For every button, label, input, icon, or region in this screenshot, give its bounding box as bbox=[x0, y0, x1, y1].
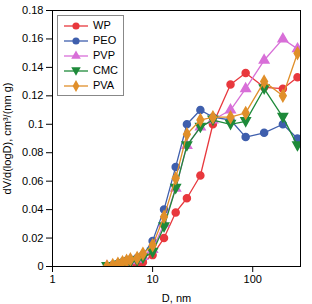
svg-text:100: 100 bbox=[244, 273, 262, 285]
svg-text:0.16: 0.16 bbox=[22, 32, 43, 44]
svg-text:0.06: 0.06 bbox=[22, 175, 43, 187]
html-text:CMC: CMC bbox=[93, 64, 119, 76]
svg-text:D, nm: D, nm bbox=[162, 292, 191, 304]
html-text:WP: WP bbox=[93, 19, 111, 31]
svg-text:0.12: 0.12 bbox=[22, 89, 43, 101]
html-text:PVA: PVA bbox=[93, 79, 115, 91]
svg-text:0.18: 0.18 bbox=[22, 4, 43, 16]
svg-text:1: 1 bbox=[49, 273, 55, 285]
svg-text:0: 0 bbox=[37, 260, 43, 272]
svg-text:0.1: 0.1 bbox=[28, 118, 43, 130]
svg-text:0.02: 0.02 bbox=[22, 232, 43, 244]
html-text:PVP: PVP bbox=[93, 49, 115, 61]
svg-text:0.08: 0.08 bbox=[22, 146, 43, 158]
svg-text:10: 10 bbox=[146, 273, 158, 285]
html-text:PEO: PEO bbox=[93, 34, 117, 46]
svg-text:0.14: 0.14 bbox=[22, 61, 43, 73]
svg-text:dV/d(logD), cm³/(nm g): dV/d(logD), cm³/(nm g) bbox=[1, 83, 13, 195]
svg-text:0.04: 0.04 bbox=[22, 203, 43, 215]
